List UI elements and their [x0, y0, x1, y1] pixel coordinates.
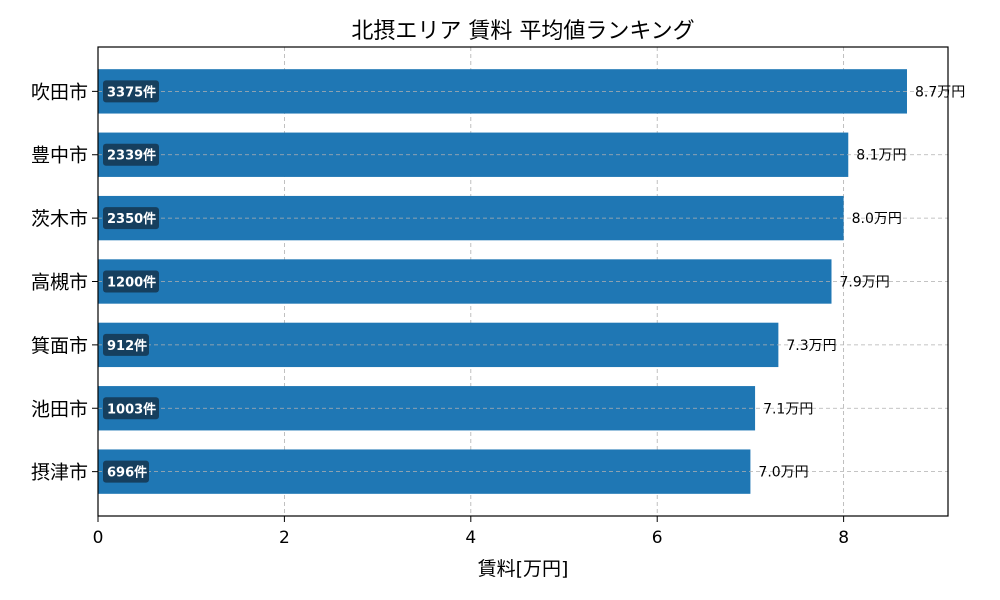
x-tick-label: 8 — [838, 528, 849, 548]
count-label: 1200件 — [107, 275, 156, 291]
count-label: 912件 — [107, 338, 147, 354]
count-badge — [103, 143, 159, 166]
value-label: 8.7万円 — [915, 84, 965, 100]
count-badge — [103, 460, 149, 483]
value-label: 8.0万円 — [852, 211, 902, 227]
count-label: 3375件 — [107, 84, 156, 100]
count-badge — [103, 207, 159, 230]
count-badge — [103, 333, 149, 356]
value-label: 7.9万円 — [839, 275, 889, 291]
y-tick-label: 池田市 — [31, 398, 88, 420]
value-label: 7.0万円 — [758, 465, 808, 481]
y-tick-label: 箕面市 — [31, 335, 88, 357]
y-tick-label: 高槻市 — [31, 272, 88, 294]
y-tick-label: 豊中市 — [31, 145, 88, 167]
chart-title: 北摂エリア 賃料 平均値ランキング — [351, 19, 694, 44]
x-tick-label: 0 — [93, 528, 104, 548]
value-label: 7.1万円 — [763, 401, 813, 417]
x-tick-label: 4 — [465, 528, 476, 548]
y-tick-label: 摂津市 — [31, 462, 88, 484]
count-badge — [103, 270, 159, 293]
label-layer: 3375件 8.7万円 2339件 8.1万円 2350件 8.0万円 1200件 7.9万円… — [103, 80, 965, 483]
y-tick-label: 吹田市 — [31, 81, 88, 103]
count-label: 1003件 — [107, 401, 156, 417]
value-label: 7.3万円 — [786, 338, 836, 354]
x-axis-label: 賃料[万円] — [478, 558, 569, 580]
x-tick-label: 6 — [652, 528, 663, 548]
y-tick-label: 茨木市 — [31, 208, 88, 230]
value-label: 8.1万円 — [856, 148, 906, 164]
bar — [98, 322, 779, 368]
x-tick-label: 2 — [279, 528, 290, 548]
count-label: 2350件 — [107, 211, 156, 227]
count-label: 2339件 — [107, 148, 156, 164]
count-badge — [103, 80, 159, 103]
count-badge — [103, 397, 159, 420]
count-label: 696件 — [107, 465, 147, 481]
row-grid-layer — [98, 90, 948, 473]
